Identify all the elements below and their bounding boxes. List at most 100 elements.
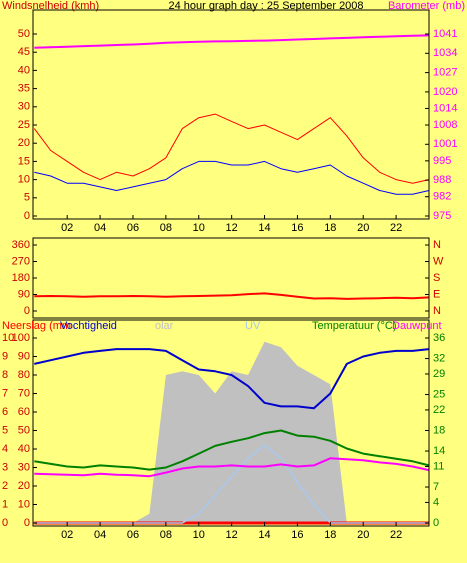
x-tick-label: 02 [61, 529, 73, 541]
x-tick-label: 04 [94, 529, 106, 541]
y-tick-label: 0 [24, 305, 30, 317]
y2-tick-label: 22 [433, 404, 445, 416]
line [34, 34, 430, 49]
y2-tick-label: 995 [433, 155, 451, 167]
y-tick-label: 20 [18, 480, 30, 492]
y2-tick-label: 1020 [433, 86, 457, 98]
y3-tick-label: 0 [2, 517, 8, 529]
y-axis-label: Windsnelheid (kmh) [2, 0, 99, 12]
y-tick-label: 90 [18, 288, 30, 300]
y-tick-label: 25 [18, 119, 30, 131]
legend-label: Vochtigheid [60, 320, 117, 332]
y-tick-label: 90 [18, 350, 30, 362]
x-tick-label: 20 [357, 222, 369, 234]
x-tick-label: 14 [258, 222, 270, 234]
y2-tick-label: 7 [433, 481, 439, 493]
y3-tick-label: 8 [2, 369, 8, 381]
y3-tick-label: 10 [2, 332, 14, 344]
y-tick-label: 360 [12, 239, 30, 251]
x-tick-label: 14 [258, 529, 270, 541]
x-tick-label: 08 [160, 529, 172, 541]
y2-tick-label: 36 [433, 332, 445, 344]
y-tick-label: 40 [18, 443, 30, 455]
y2-tick-label: 1001 [433, 138, 457, 150]
y-tick-label: 30 [18, 461, 30, 473]
x-tick-label: 18 [324, 529, 336, 541]
x-tick-label: 20 [357, 529, 369, 541]
y-tick-label: 10 [18, 498, 30, 510]
y2-tick-label: N [433, 239, 441, 251]
x-tick-label: 22 [390, 529, 402, 541]
y2-tick-label: E [433, 288, 440, 300]
line [34, 457, 430, 478]
legend-label: olar [155, 320, 174, 332]
chart-title: 24 hour graph day : 25 September 2008 [168, 0, 363, 12]
y2-tick-label: N [433, 305, 441, 317]
line [34, 429, 430, 471]
y2-tick-label: 1041 [433, 28, 457, 40]
y2-tick-label: 1034 [433, 47, 457, 59]
y-tick-label: 5 [24, 192, 30, 204]
line [34, 292, 430, 300]
x-tick-label: 02 [61, 222, 73, 234]
y2-tick-label: 0 [433, 517, 439, 529]
y-tick-label: 35 [18, 83, 30, 95]
y2-tick-label: 4 [433, 496, 439, 508]
x-tick-label: 08 [160, 222, 172, 234]
y3-tick-label: 1 [2, 498, 8, 510]
x-tick-label: 12 [226, 529, 238, 541]
legend-label: Dauwpunt [392, 320, 442, 332]
y3-tick-label: 2 [2, 480, 8, 492]
y2-axis-label: Barometer (mb) [388, 0, 465, 12]
y-tick-label: 15 [18, 155, 30, 167]
y2-tick-label: 975 [433, 210, 451, 222]
x-tick-label: 12 [226, 222, 238, 234]
x-tick-label: 22 [390, 222, 402, 234]
y-tick-label: 20 [18, 137, 30, 149]
plot-frame [32, 237, 430, 319]
plot-frame [32, 319, 430, 527]
y-tick-label: 50 [18, 28, 30, 40]
y3-tick-label: 5 [2, 424, 8, 436]
area [34, 341, 430, 523]
y2-tick-label: S [433, 272, 440, 284]
y-tick-label: 0 [24, 210, 30, 222]
y2-tick-label: 1014 [433, 102, 457, 114]
y3-tick-label: 4 [2, 443, 8, 455]
y2-tick-label: 11 [433, 460, 444, 472]
x-tick-label: 04 [94, 222, 106, 234]
y-tick-label: 50 [18, 424, 30, 436]
y2-tick-label: 982 [433, 191, 451, 203]
y-tick-label: 60 [18, 406, 30, 418]
x-tick-label: 16 [291, 222, 303, 234]
plot-frame [32, 9, 430, 220]
x-tick-label: 06 [127, 222, 139, 234]
y-tick-label: 270 [12, 255, 30, 267]
legend-label: Temperatuur (°C) [312, 320, 396, 332]
y-tick-label: 45 [18, 46, 30, 58]
x-tick-label: 10 [193, 529, 205, 541]
y-tick-label: 70 [18, 387, 30, 399]
x-tick-label: 18 [324, 222, 336, 234]
legend-label: Neerslag (mm [2, 320, 71, 332]
y-tick-label: 180 [12, 272, 30, 284]
line [34, 160, 430, 195]
y2-tick-label: 29 [433, 368, 445, 380]
y-tick-label: 40 [18, 64, 30, 76]
line [33, 113, 430, 184]
legend-label: UV [245, 320, 261, 332]
y-tick-label: 10 [18, 174, 30, 186]
y2-tick-label: 18 [433, 424, 445, 436]
y2-tick-label: 1027 [433, 67, 457, 79]
x-tick-label: 10 [193, 222, 205, 234]
y-tick-label: 30 [18, 101, 30, 113]
x-tick-label: 16 [291, 529, 303, 541]
y3-tick-label: 7 [2, 387, 8, 399]
y3-tick-label: 9 [2, 350, 8, 362]
y2-tick-label: 32 [433, 352, 445, 364]
line [34, 348, 430, 410]
y2-tick-label: 14 [433, 445, 445, 457]
y2-tick-label: 25 [433, 388, 445, 400]
y2-tick-label: W [433, 255, 444, 267]
